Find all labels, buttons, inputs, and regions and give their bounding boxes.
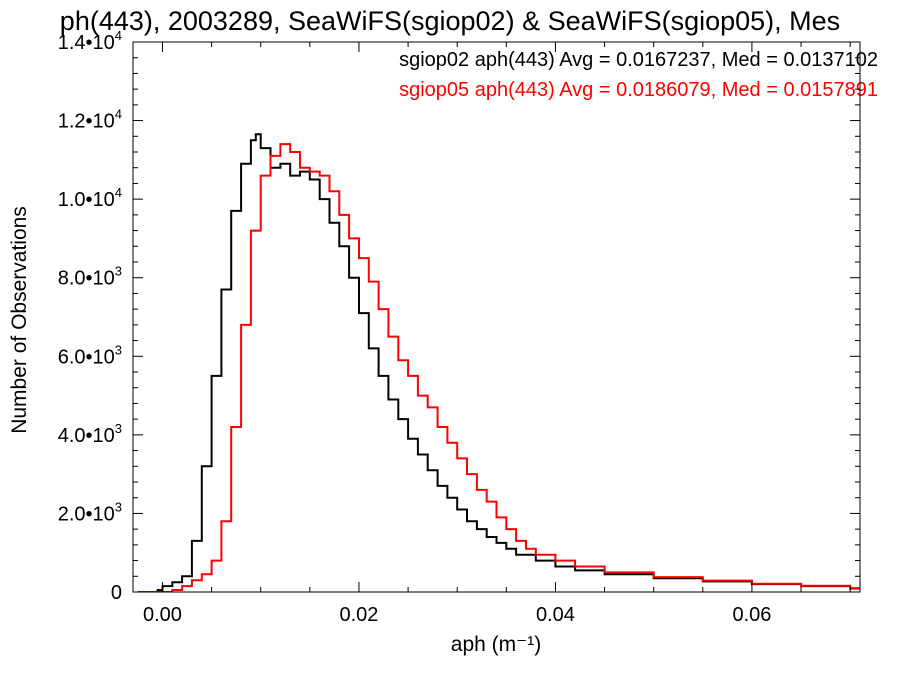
x-tick-label: 0.00: [143, 604, 182, 626]
axes-layer: 0.00 0.02 0.04 0.06 0 2.0•103 4.0•103 6.0•103 8.…: [58, 28, 861, 626]
x-axis-label: aph (m⁻¹): [451, 633, 541, 656]
series-line-sgiop05: [137, 143, 860, 592]
chart-title: ph(443), 2003289, SeaWiFS(sgiop02) & Sea…: [60, 6, 840, 36]
x-tick-label: 0.02: [339, 604, 378, 626]
y-tick-label: 1.2•104: [58, 107, 122, 133]
series-line-sgiop02: [137, 133, 860, 592]
y-tick-label: 1.4•104: [58, 28, 122, 54]
y-tick-label: 6.0•103: [58, 342, 122, 368]
y-axis-label: Number of Observations: [8, 206, 31, 434]
x-tick-label: 0.04: [536, 604, 575, 626]
y-tick-label: 4.0•103: [58, 421, 122, 447]
legend-entry-sgiop02: sgiop02 aph(443) Avg = 0.0167237, Med = …: [399, 49, 878, 71]
y-tick-label: 2.0•103: [58, 499, 122, 525]
x-tick-label: 0.06: [732, 604, 771, 626]
y-tick-label: 0: [111, 582, 122, 604]
series-layer: [137, 133, 860, 592]
y-tick-label: 8.0•103: [58, 264, 122, 290]
legend-entry-sgiop05: sgiop05 aph(443) Avg = 0.0186079, Med = …: [399, 79, 878, 101]
y-tick-label: 1.0•104: [58, 185, 122, 211]
plot-frame: [132, 41, 861, 593]
